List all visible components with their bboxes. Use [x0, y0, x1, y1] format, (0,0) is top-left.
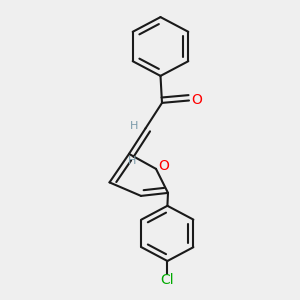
Text: O: O	[158, 160, 169, 173]
Text: Cl: Cl	[160, 273, 174, 287]
Text: H: H	[130, 121, 138, 131]
Text: O: O	[191, 94, 202, 107]
Text: H: H	[128, 155, 136, 166]
